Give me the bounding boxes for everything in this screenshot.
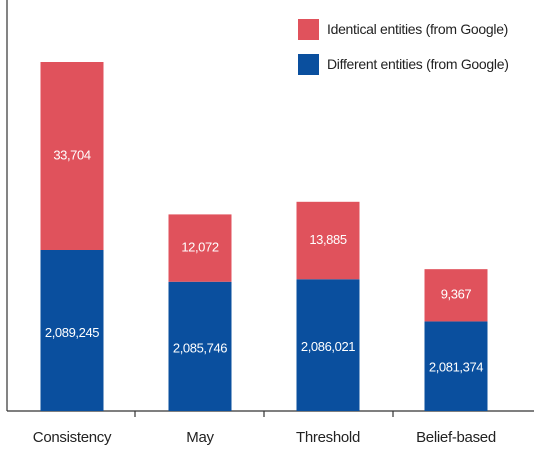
data-label-different-0: 2,089,245 [45, 325, 99, 340]
data-label-different-2: 2,086,021 [301, 339, 355, 354]
legend-swatch-different [298, 53, 319, 75]
legend: Identical entities (from Google) Differe… [298, 18, 509, 88]
data-label-identical-3: 9,367 [441, 287, 472, 302]
x-tick-label-2: Threshold [296, 429, 360, 446]
x-tick-label-0: Consistency [33, 429, 112, 446]
x-tick-label-3: Belief-based [416, 429, 496, 446]
data-label-identical-1: 12,072 [181, 240, 219, 255]
data-label-different-1: 2,085,746 [173, 340, 227, 355]
x-tick-label-1: May [186, 429, 214, 446]
bar-different-2 [296, 279, 360, 411]
bar-identical-1 [168, 214, 232, 282]
legend-item-identical: Identical entities (from Google) [298, 18, 509, 40]
bar-identical-2 [296, 201, 360, 280]
bar-different-3 [424, 321, 488, 411]
legend-swatch-identical [298, 18, 319, 40]
data-label-different-3: 2,081,374 [429, 359, 483, 374]
data-label-identical-0: 33,704 [53, 147, 91, 162]
bar-identical-3 [424, 269, 488, 322]
bar-identical-0 [40, 62, 104, 250]
legend-item-different: Different entities (from Google) [298, 53, 509, 75]
data-label-identical-2: 13,885 [309, 232, 347, 247]
bar-different-0 [40, 250, 104, 411]
legend-label-identical: Identical entities (from Google) [327, 21, 509, 37]
bar-different-1 [168, 281, 232, 411]
legend-label-different: Different entities (from Google) [327, 56, 509, 72]
